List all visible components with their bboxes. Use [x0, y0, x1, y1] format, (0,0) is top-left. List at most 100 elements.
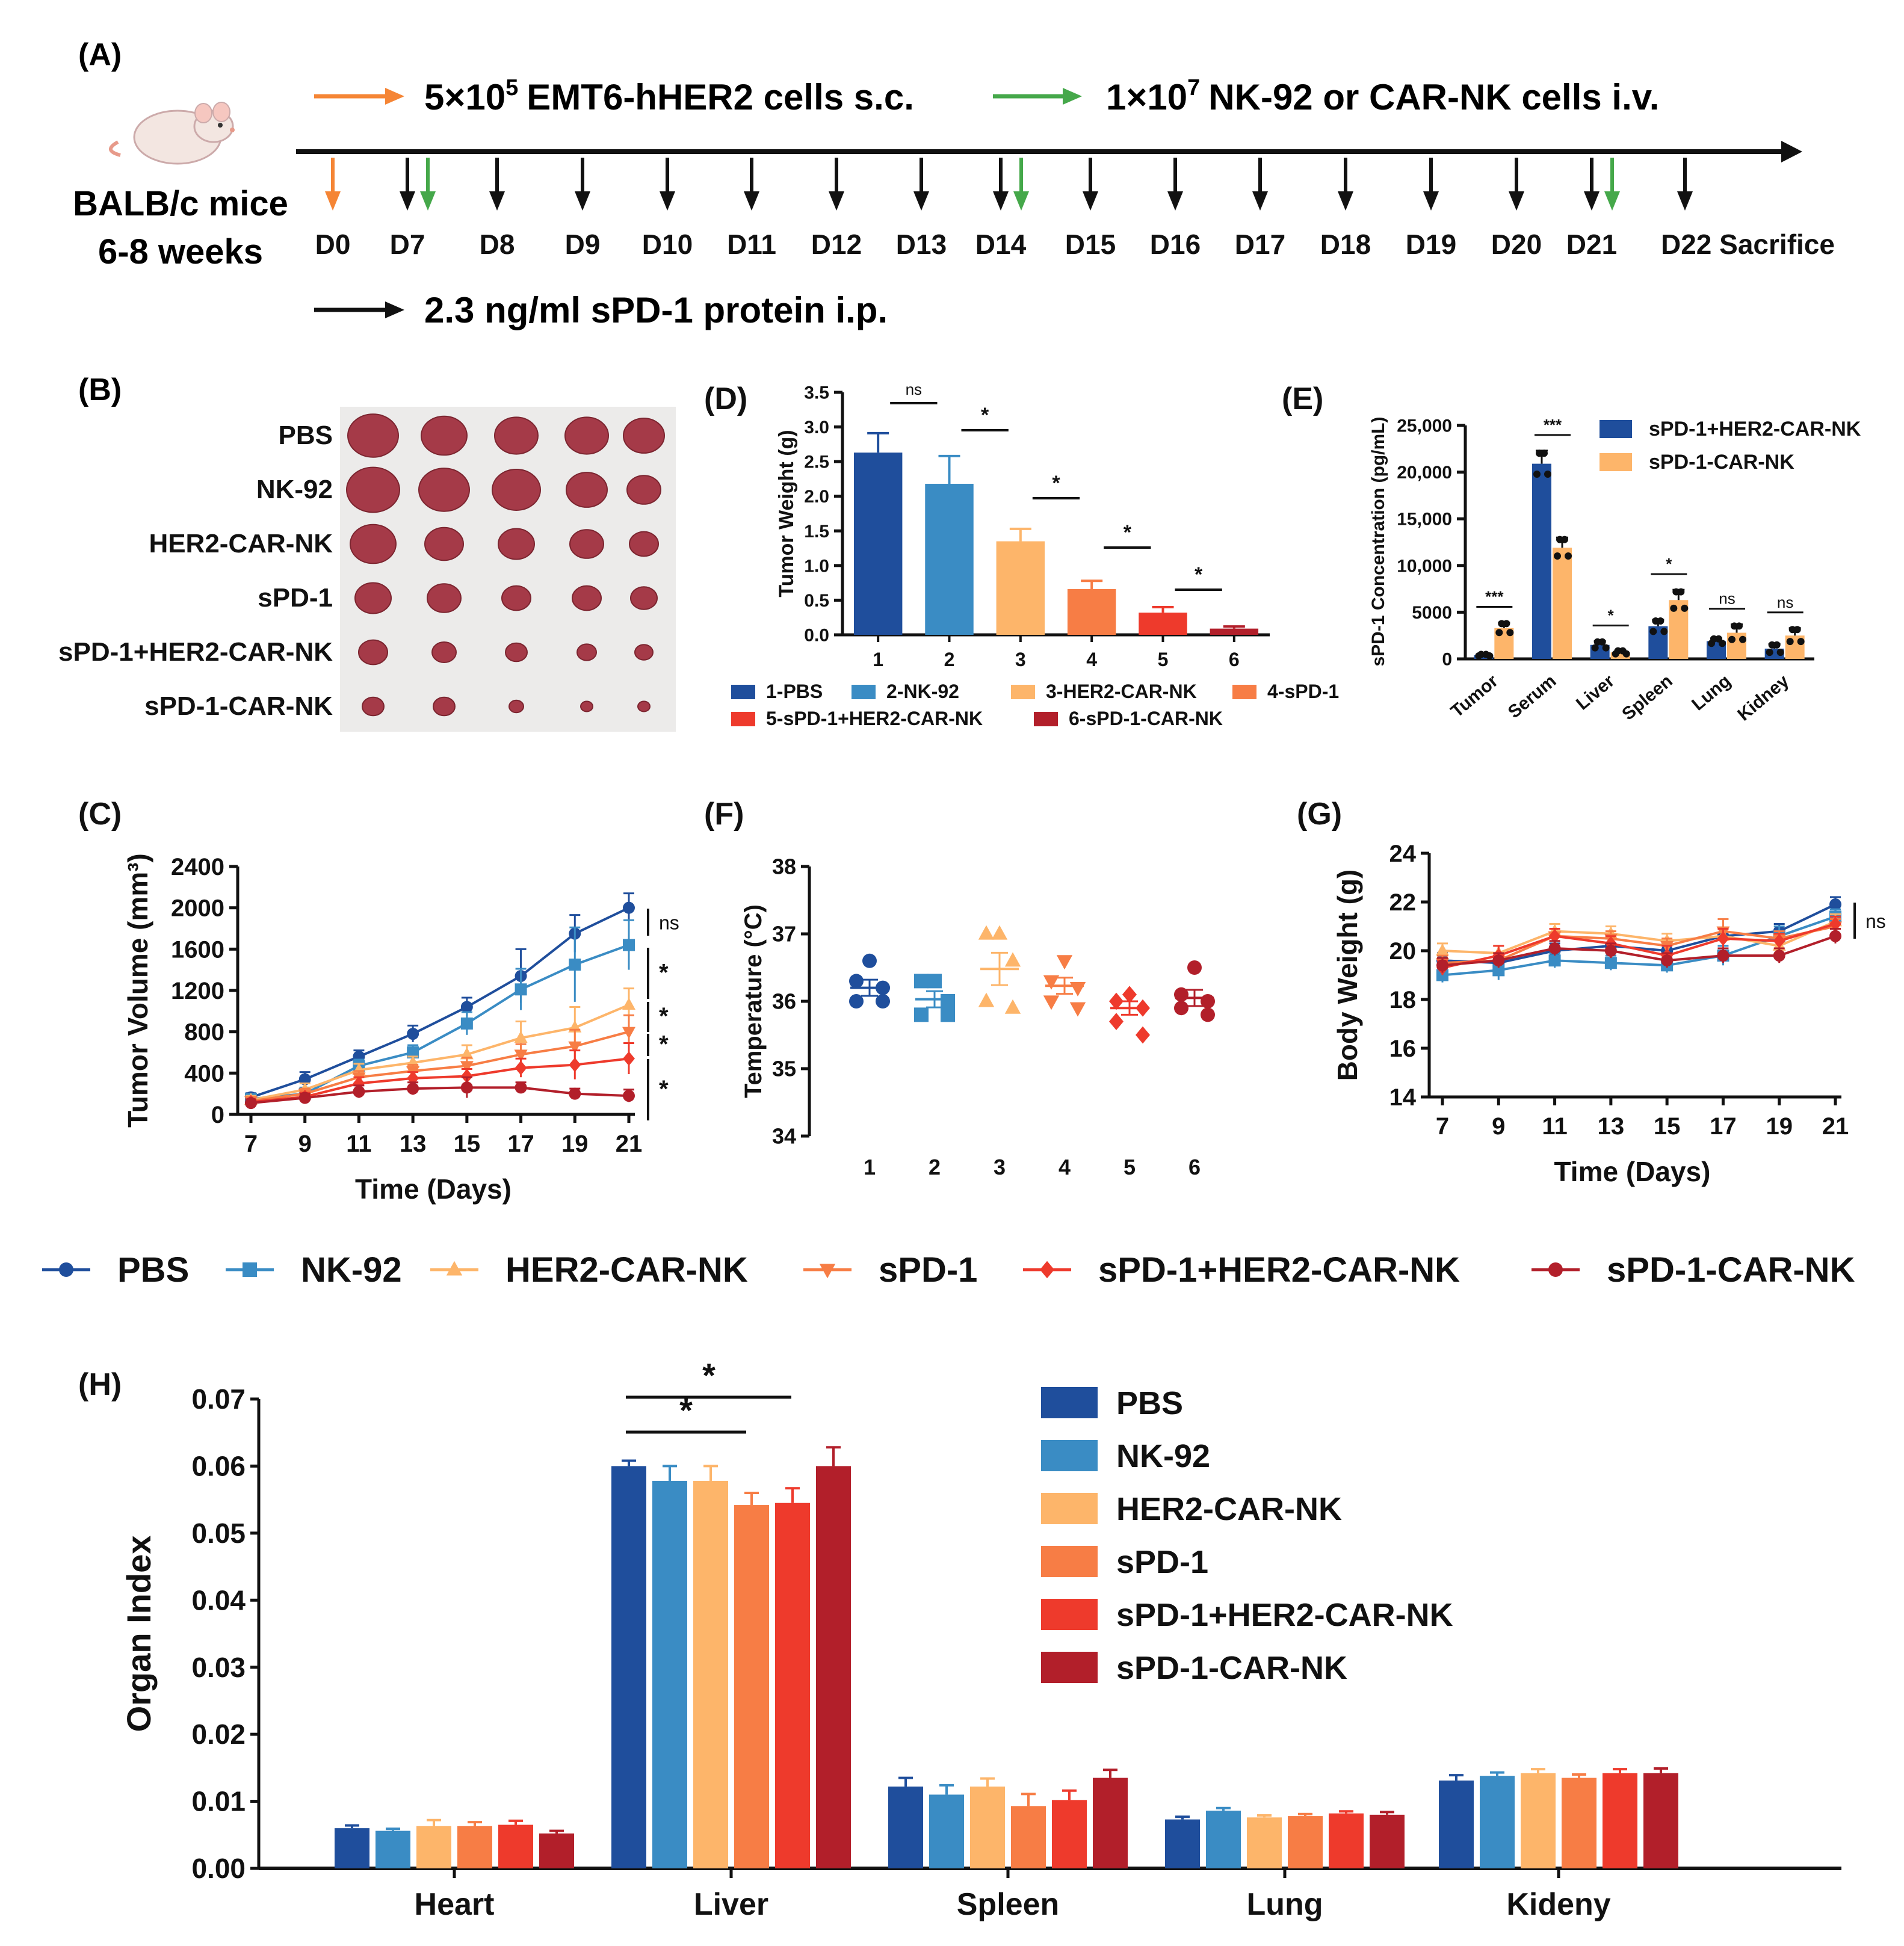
- timeline-ticks: D0 D7 D8 D9 D10 D11 D12 D13 D14 D15 D16 D17 D18 D19 D2…: [315, 158, 1835, 260]
- y-tick-label: 0.00: [191, 1853, 246, 1884]
- x-tick-label: 15: [454, 1131, 481, 1157]
- data-point: [1174, 1001, 1188, 1016]
- data-point: [1829, 930, 1841, 942]
- significance-label: *: [1124, 521, 1132, 544]
- data-point: [1554, 552, 1561, 560]
- data-point: [927, 974, 942, 989]
- legend-label: sPD-1-CAR-NK: [1116, 1650, 1347, 1686]
- legend-label: sPD-1+HER2-CAR-NK: [1098, 1250, 1460, 1290]
- series-line-sPD-1-CAR-NK: [250, 1086, 629, 1105]
- data-point: [623, 901, 635, 914]
- data-point: [622, 1027, 635, 1039]
- bar-sPD-1: [1288, 1816, 1323, 1868]
- data-point: [978, 925, 995, 940]
- tumor-sample: [508, 699, 524, 714]
- legend-swatch: [1600, 453, 1632, 471]
- y-tick-label: 20,000: [1397, 463, 1452, 483]
- bar-sPD-1: [457, 1826, 492, 1868]
- bar-sPD-1-CAR-NK: [1093, 1778, 1128, 1868]
- panel-c: (C) 0 400 800 1200 1600 2000 2400 7 9 11 13 15 17 19 21…: [78, 797, 679, 1205]
- y-axis-label: Temperature (°C): [740, 904, 767, 1098]
- black-tick-head-icon: [1252, 191, 1268, 211]
- day-label: D19: [1406, 229, 1456, 260]
- panel-d: (D) 0.0 0.5 1.0 1.5 2.0 2.5 3.0 3.5 Tumor Weight …: [704, 380, 1339, 729]
- y-tick-label: 16: [1389, 1036, 1417, 1062]
- data-point: [514, 1030, 528, 1043]
- y-tick-label: 0.04: [191, 1584, 246, 1616]
- y-tick-label: 14: [1389, 1084, 1417, 1111]
- bar-sPD-1+HER2-CAR-NK: [1329, 1813, 1364, 1868]
- series-line-sPD-1: [250, 1030, 629, 1102]
- significance-label: ***: [1485, 587, 1504, 605]
- black-tick-head-icon: [489, 191, 505, 211]
- data-point: [914, 1007, 929, 1022]
- panel-b-label: (B): [78, 372, 122, 407]
- series-line-sPD-1+HER2-CAR-NK: [250, 1057, 629, 1104]
- data-point: [1719, 640, 1726, 647]
- x-tick-label: 4: [1059, 1155, 1071, 1179]
- data-point: [1548, 928, 1561, 944]
- data-point: [460, 1001, 473, 1013]
- y-tick-label: 2.5: [804, 453, 829, 472]
- legend-label: sPD-1: [1116, 1544, 1208, 1580]
- data-point: [623, 1090, 635, 1102]
- day-label: D14: [975, 229, 1027, 260]
- data-point: [1661, 954, 1674, 967]
- y-tick-label: 2400: [171, 854, 224, 880]
- x-tick-label: Liver: [694, 1887, 768, 1922]
- data-point: [1565, 552, 1572, 560]
- bar-sPD-1+HER2-CAR-NK: [1532, 463, 1551, 659]
- y-tick-label: 0.01: [191, 1786, 246, 1817]
- x-tick-label: 13: [400, 1131, 427, 1157]
- x-tick-label: 2: [929, 1155, 941, 1179]
- y-tick-label: 1.0: [804, 556, 829, 576]
- legend-spd1-ip: 2.3 ng/ml sPD-1 protein i.p.: [424, 290, 888, 330]
- legend-label: NK-92: [301, 1250, 402, 1290]
- data-point: [941, 994, 955, 1009]
- data-point: [849, 974, 864, 989]
- x-tick-label: 1: [873, 649, 883, 670]
- tumor-sample: [566, 472, 608, 508]
- panel-label: (D): [704, 381, 747, 416]
- x-tick-label: 7: [1436, 1113, 1449, 1140]
- x-tick-label: 11: [1542, 1113, 1567, 1140]
- data-point: [1660, 628, 1668, 635]
- legend-marker: [446, 1261, 463, 1276]
- black-arrowhead-icon: [385, 301, 404, 318]
- data-point: [568, 1041, 582, 1054]
- legend-label: sPD-1+HER2-CAR-NK: [1116, 1597, 1453, 1633]
- y-tick-label: 0.07: [191, 1383, 246, 1415]
- data-point: [515, 983, 527, 996]
- y-axis-label: Tumor Volume (mm³): [122, 853, 153, 1128]
- bar-HER2-CAR-NK: [970, 1787, 1005, 1868]
- day-label: D22 Sacrifice: [1661, 229, 1835, 260]
- black-tick-head-icon: [829, 191, 844, 211]
- data-point: [1109, 1013, 1124, 1030]
- bar-HER2-CAR-NK: [1247, 1817, 1282, 1868]
- significance-label: *: [981, 404, 989, 427]
- data-point: [1436, 959, 1448, 972]
- x-tick-label: 17: [1710, 1113, 1737, 1140]
- y-tick-label: 18: [1389, 987, 1417, 1013]
- bar-PBS: [1165, 1819, 1200, 1868]
- y-tick-label: 0.06: [191, 1451, 246, 1482]
- bar-sPD-1-CAR-NK: [1610, 652, 1630, 659]
- tumor-row-label: sPD-1+HER2-CAR-NK: [58, 637, 333, 667]
- bar-sPD-1-CAR-NK: [1643, 1773, 1678, 1868]
- data-point: [1492, 964, 1505, 977]
- x-tick-label: Lung: [1246, 1887, 1323, 1922]
- significance-label: ns: [1719, 590, 1735, 608]
- bar-sPD-1+HER2-CAR-NK: [1052, 1800, 1087, 1868]
- data-point: [1536, 449, 1543, 457]
- series-line-HER2-CAR-NK: [250, 1004, 629, 1101]
- legend-swatch: [1034, 712, 1058, 726]
- data-point: [1768, 641, 1776, 649]
- series-line-sPD-1+HER2-CAR-NK: [1442, 922, 1836, 969]
- tumor-row-label: sPD-1: [258, 583, 333, 613]
- x-tick-label: Liver: [1572, 671, 1618, 714]
- data-point: [1829, 898, 1841, 911]
- panel-label: (F): [704, 797, 744, 832]
- bar-NK-92: [1206, 1811, 1241, 1868]
